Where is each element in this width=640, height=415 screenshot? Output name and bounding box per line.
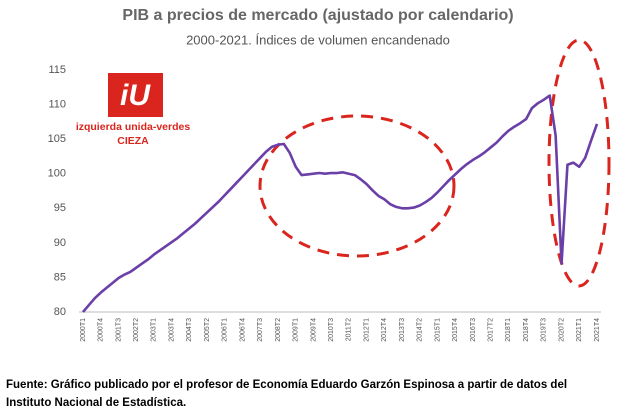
x-tick-label: 2001T3: [115, 318, 122, 342]
series-line: [82, 94, 599, 313]
x-tick-label: 2012T4: [381, 318, 388, 342]
x-tick-label: 2018T1: [505, 318, 512, 342]
x-tick-label: 2014T2: [417, 318, 424, 342]
logo-mark: iU: [120, 79, 151, 112]
chart-subtitle: 2000-2021. Índices de volumen encandenad…: [186, 32, 450, 47]
chart-title: PIB a precios de mercado (ajustado por c…: [122, 7, 513, 24]
x-tick-label: 2016T3: [470, 318, 477, 342]
logo-box: [108, 73, 163, 117]
y-tick-label: 80: [54, 306, 66, 318]
x-tick-label: 2000T4: [98, 318, 105, 342]
y-tick-label: 85: [54, 271, 66, 283]
highlight-ellipse: [547, 38, 611, 288]
x-tick-label: 2018T4: [523, 318, 530, 342]
logo-text: izquierda unida-verdes: [76, 121, 191, 133]
x-tick-label: 2015T4: [452, 318, 459, 342]
x-tick-label: 2004T3: [186, 318, 193, 342]
y-tick-label: 115: [48, 64, 66, 76]
x-tick-label: 2011T2: [346, 318, 353, 341]
y-tick-label: 110: [48, 98, 66, 110]
x-tick-label: 2010T3: [328, 318, 335, 342]
x-tick-label: 2002T2: [133, 318, 140, 342]
highlight-ellipse: [258, 114, 456, 258]
y-tick-label: 105: [48, 133, 66, 145]
x-tick-label: 2013T3: [399, 318, 406, 342]
caption: Fuente: Gráfico publicado por el profeso…: [6, 379, 567, 391]
x-tick-label: 2005T2: [204, 318, 211, 342]
x-tick-label: 2017T2: [487, 318, 494, 342]
x-tick-label: 2012T1: [363, 318, 370, 342]
x-tick-label: 2019T3: [541, 318, 548, 342]
y-tick-label: 100: [48, 168, 66, 180]
x-tick-label: 2006T4: [239, 318, 246, 342]
x-tick-label: 2008T2: [275, 318, 282, 342]
x-tick-label: 2021T1: [576, 318, 583, 342]
x-tick-label: 2006T1: [222, 318, 229, 342]
x-tick-label: 2003T4: [168, 318, 175, 342]
x-tick-label: 2009T4: [310, 318, 317, 342]
x-tick-label: 2007T3: [257, 318, 264, 342]
x-tick-label: 2021T4: [594, 318, 601, 342]
y-tick-label: 95: [54, 202, 66, 214]
x-tick-label: 2020T2: [558, 318, 565, 342]
caption: Instituto Nacional de Estadística.: [6, 397, 186, 409]
logo-text: CIEZA: [117, 135, 149, 147]
x-tick-label: 2015T1: [434, 318, 441, 342]
x-tick-label: 2003T1: [151, 318, 158, 342]
x-tick-label: 2000T1: [80, 318, 87, 342]
y-tick-label: 90: [54, 237, 66, 249]
logo: iU izquierda unida-verdes CIEZA: [76, 73, 191, 147]
x-tick-label: 2009T1: [293, 318, 300, 342]
